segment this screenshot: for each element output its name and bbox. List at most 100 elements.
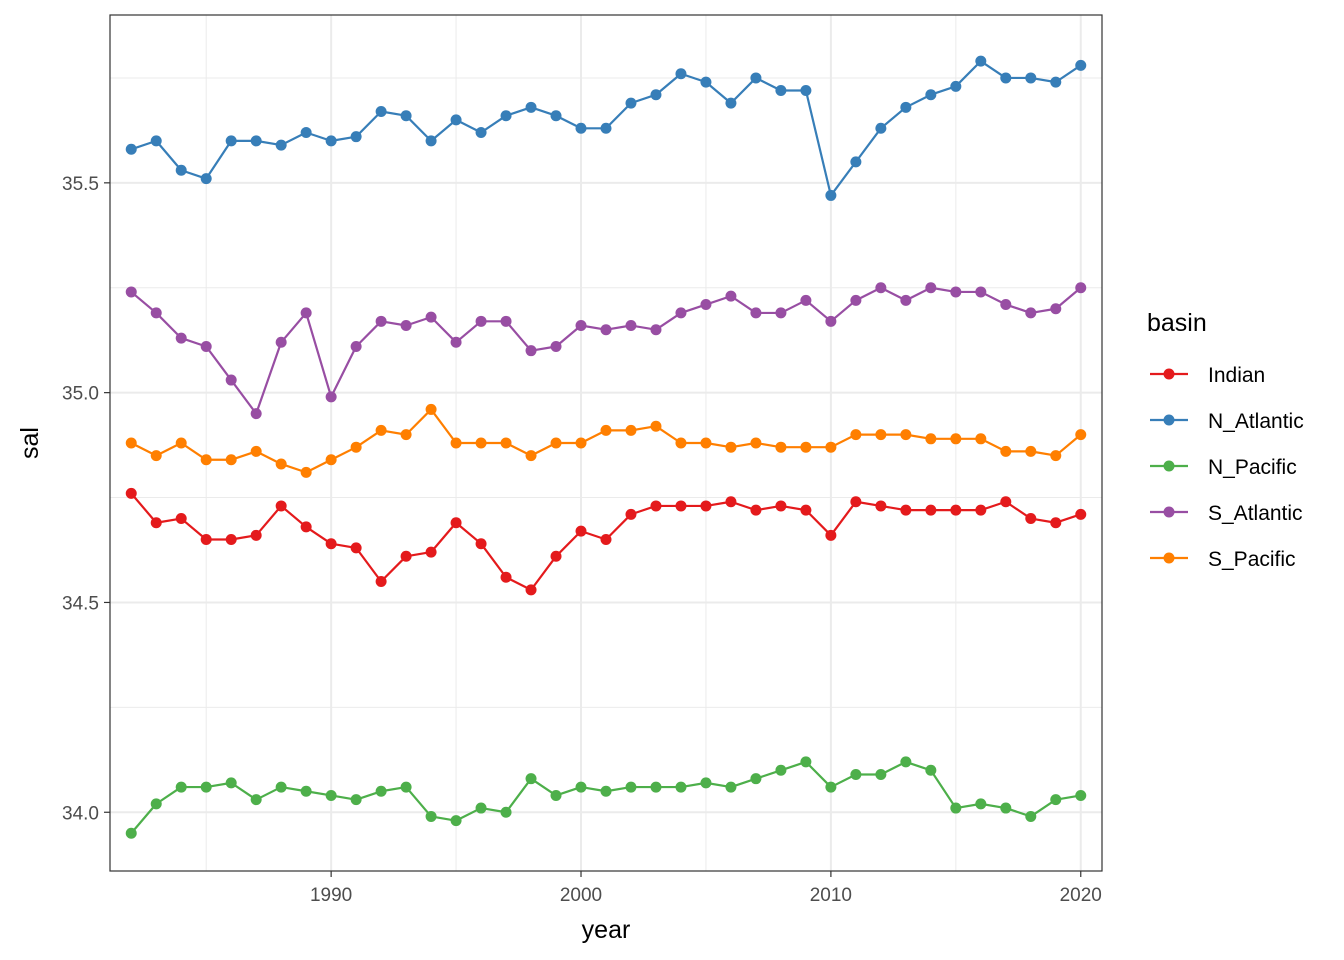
data-point bbox=[875, 500, 887, 512]
legend-label: S_Pacific bbox=[1208, 548, 1296, 571]
data-point bbox=[400, 550, 412, 562]
legend-item: S_Pacific bbox=[1150, 548, 1296, 571]
data-point bbox=[900, 504, 912, 516]
data-point bbox=[275, 781, 287, 793]
data-point bbox=[150, 517, 162, 529]
data-point bbox=[250, 408, 262, 420]
data-point bbox=[1000, 72, 1012, 84]
data-point bbox=[400, 781, 412, 793]
data-point bbox=[325, 789, 337, 801]
data-point bbox=[175, 164, 187, 176]
data-point bbox=[125, 143, 137, 155]
data-point bbox=[750, 307, 762, 319]
data-point bbox=[1075, 282, 1087, 294]
data-point bbox=[875, 768, 887, 780]
data-point bbox=[925, 764, 937, 776]
data-point bbox=[550, 340, 562, 352]
data-point bbox=[225, 534, 237, 546]
data-point bbox=[725, 441, 737, 453]
series-indian bbox=[125, 487, 1087, 596]
data-point bbox=[450, 114, 462, 126]
data-point bbox=[950, 80, 962, 92]
data-point bbox=[975, 55, 987, 67]
data-point bbox=[350, 340, 362, 352]
data-point bbox=[700, 437, 712, 449]
data-point bbox=[825, 315, 837, 327]
data-point bbox=[850, 496, 862, 508]
data-point bbox=[625, 508, 637, 520]
data-point bbox=[200, 340, 212, 352]
data-point bbox=[450, 336, 462, 348]
data-point bbox=[800, 504, 812, 516]
data-point bbox=[675, 781, 687, 793]
data-point bbox=[150, 798, 162, 810]
legend-key-point bbox=[1163, 552, 1175, 564]
data-point bbox=[200, 173, 212, 185]
data-point bbox=[325, 538, 337, 550]
legend-item: Indian bbox=[1150, 364, 1265, 387]
data-point bbox=[175, 781, 187, 793]
data-point bbox=[1050, 517, 1062, 529]
legend-key-point bbox=[1163, 368, 1175, 380]
data-point bbox=[925, 504, 937, 516]
data-point bbox=[575, 122, 587, 134]
data-point bbox=[300, 307, 312, 319]
data-point bbox=[600, 785, 612, 797]
data-point bbox=[950, 286, 962, 298]
data-point bbox=[200, 534, 212, 546]
series-line bbox=[130, 760, 1081, 834]
data-point bbox=[125, 487, 137, 499]
legend-items: Indian N_Atlantic N_Pacific S_Atlantic S_Pac… bbox=[1150, 364, 1304, 571]
data-point bbox=[225, 777, 237, 789]
y-axis-title: sal bbox=[16, 427, 44, 459]
data-point bbox=[150, 135, 162, 147]
data-point bbox=[250, 135, 262, 147]
series-n-atlantic bbox=[125, 55, 1087, 201]
data-point bbox=[650, 324, 662, 336]
data-point bbox=[700, 777, 712, 789]
data-point bbox=[475, 802, 487, 814]
legend-title: basin bbox=[1147, 309, 1207, 337]
data-point bbox=[375, 424, 387, 436]
data-point bbox=[975, 286, 987, 298]
data-point bbox=[400, 320, 412, 332]
data-point bbox=[900, 101, 912, 113]
data-point bbox=[350, 441, 362, 453]
data-point bbox=[275, 500, 287, 512]
data-point bbox=[425, 135, 437, 147]
data-point bbox=[575, 437, 587, 449]
data-point bbox=[875, 282, 887, 294]
data-point bbox=[850, 294, 862, 306]
data-point bbox=[300, 466, 312, 478]
data-point bbox=[400, 429, 412, 441]
data-point bbox=[375, 106, 387, 118]
data-point bbox=[150, 450, 162, 462]
data-point bbox=[875, 122, 887, 134]
series-line bbox=[130, 286, 1082, 415]
data-point bbox=[1050, 303, 1062, 315]
data-point bbox=[475, 315, 487, 327]
data-point bbox=[500, 110, 512, 122]
data-point bbox=[550, 789, 562, 801]
data-point bbox=[825, 781, 837, 793]
data-point bbox=[425, 810, 437, 822]
x-tick-label: 1990 bbox=[310, 885, 352, 906]
data-point bbox=[450, 517, 462, 529]
data-point bbox=[1000, 496, 1012, 508]
x-axis-title: year bbox=[582, 916, 631, 944]
data-point bbox=[350, 794, 362, 806]
legend-label: N_Pacific bbox=[1208, 456, 1297, 479]
series-s-atlantic bbox=[125, 282, 1087, 420]
data-point bbox=[325, 454, 337, 466]
data-point bbox=[525, 773, 537, 785]
legend-key-point bbox=[1163, 414, 1175, 426]
data-point bbox=[650, 781, 662, 793]
data-point bbox=[600, 122, 612, 134]
data-point bbox=[850, 429, 862, 441]
data-point bbox=[275, 139, 287, 151]
data-point bbox=[675, 437, 687, 449]
data-point bbox=[350, 131, 362, 143]
legend-item: N_Atlantic bbox=[1150, 410, 1304, 433]
data-point bbox=[700, 299, 712, 311]
data-point bbox=[825, 529, 837, 541]
